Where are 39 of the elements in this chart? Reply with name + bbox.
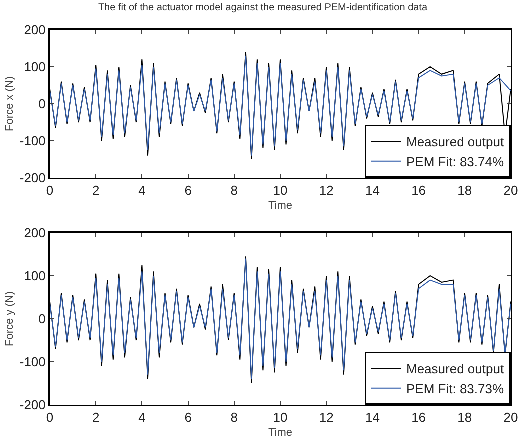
x-tick-label: 16 — [412, 183, 426, 198]
x-tick-label: 2 — [92, 183, 100, 198]
y-tick-label: 200 — [24, 22, 46, 38]
legend-label: PEM Fit: 83.73% — [406, 381, 504, 396]
y-axis-title: Force y (N) — [4, 292, 16, 346]
x-tick-label: 6 — [184, 183, 192, 198]
y-tick-label: 0 — [38, 312, 46, 327]
x-tick-label: 4 — [138, 183, 146, 198]
x-tick-label: 14 — [365, 183, 380, 198]
chart-title: The fit of the actuator model against the measured PEM-identification data — [98, 2, 428, 14]
y-tick-label: -200 — [20, 398, 46, 413]
legend-label: PEM Fit: 83.74% — [406, 154, 504, 170]
x-tick-label: 14 — [365, 410, 380, 426]
y-tick-label: -100 — [20, 134, 46, 149]
y-tick-label: 100 — [24, 268, 46, 284]
y-tick-label: -200 — [20, 170, 46, 186]
x-tick-label: 8 — [230, 183, 238, 198]
y-tick-label: -100 — [20, 354, 46, 370]
x-tick-label: 10 — [273, 410, 288, 426]
x-tick-label: 20 — [504, 410, 518, 426]
x-tick-label: 12 — [319, 410, 334, 426]
y-axis-title: Force x (N) — [4, 76, 16, 132]
x-tick-label: 4 — [138, 410, 146, 426]
x-tick-label: 6 — [184, 410, 192, 426]
legend-label: Measured output — [406, 134, 504, 150]
x-tick-label: 10 — [273, 183, 288, 198]
x-tick-label: 18 — [458, 410, 472, 426]
x-axis-title: Time — [268, 427, 293, 440]
y-tick-label: 100 — [24, 60, 46, 75]
y-tick-label: 200 — [24, 226, 46, 241]
x-tick-label: 12 — [319, 183, 334, 198]
x-tick-label: 8 — [230, 410, 238, 426]
legend-label: Measured output — [406, 362, 504, 377]
x-tick-label: 2 — [92, 410, 100, 426]
x-tick-label: 20 — [504, 183, 518, 198]
x-tick-label: 18 — [458, 183, 472, 198]
x-tick-label: 16 — [412, 410, 426, 426]
x-axis-title: Time — [268, 200, 293, 212]
y-tick-label: 0 — [38, 96, 46, 112]
